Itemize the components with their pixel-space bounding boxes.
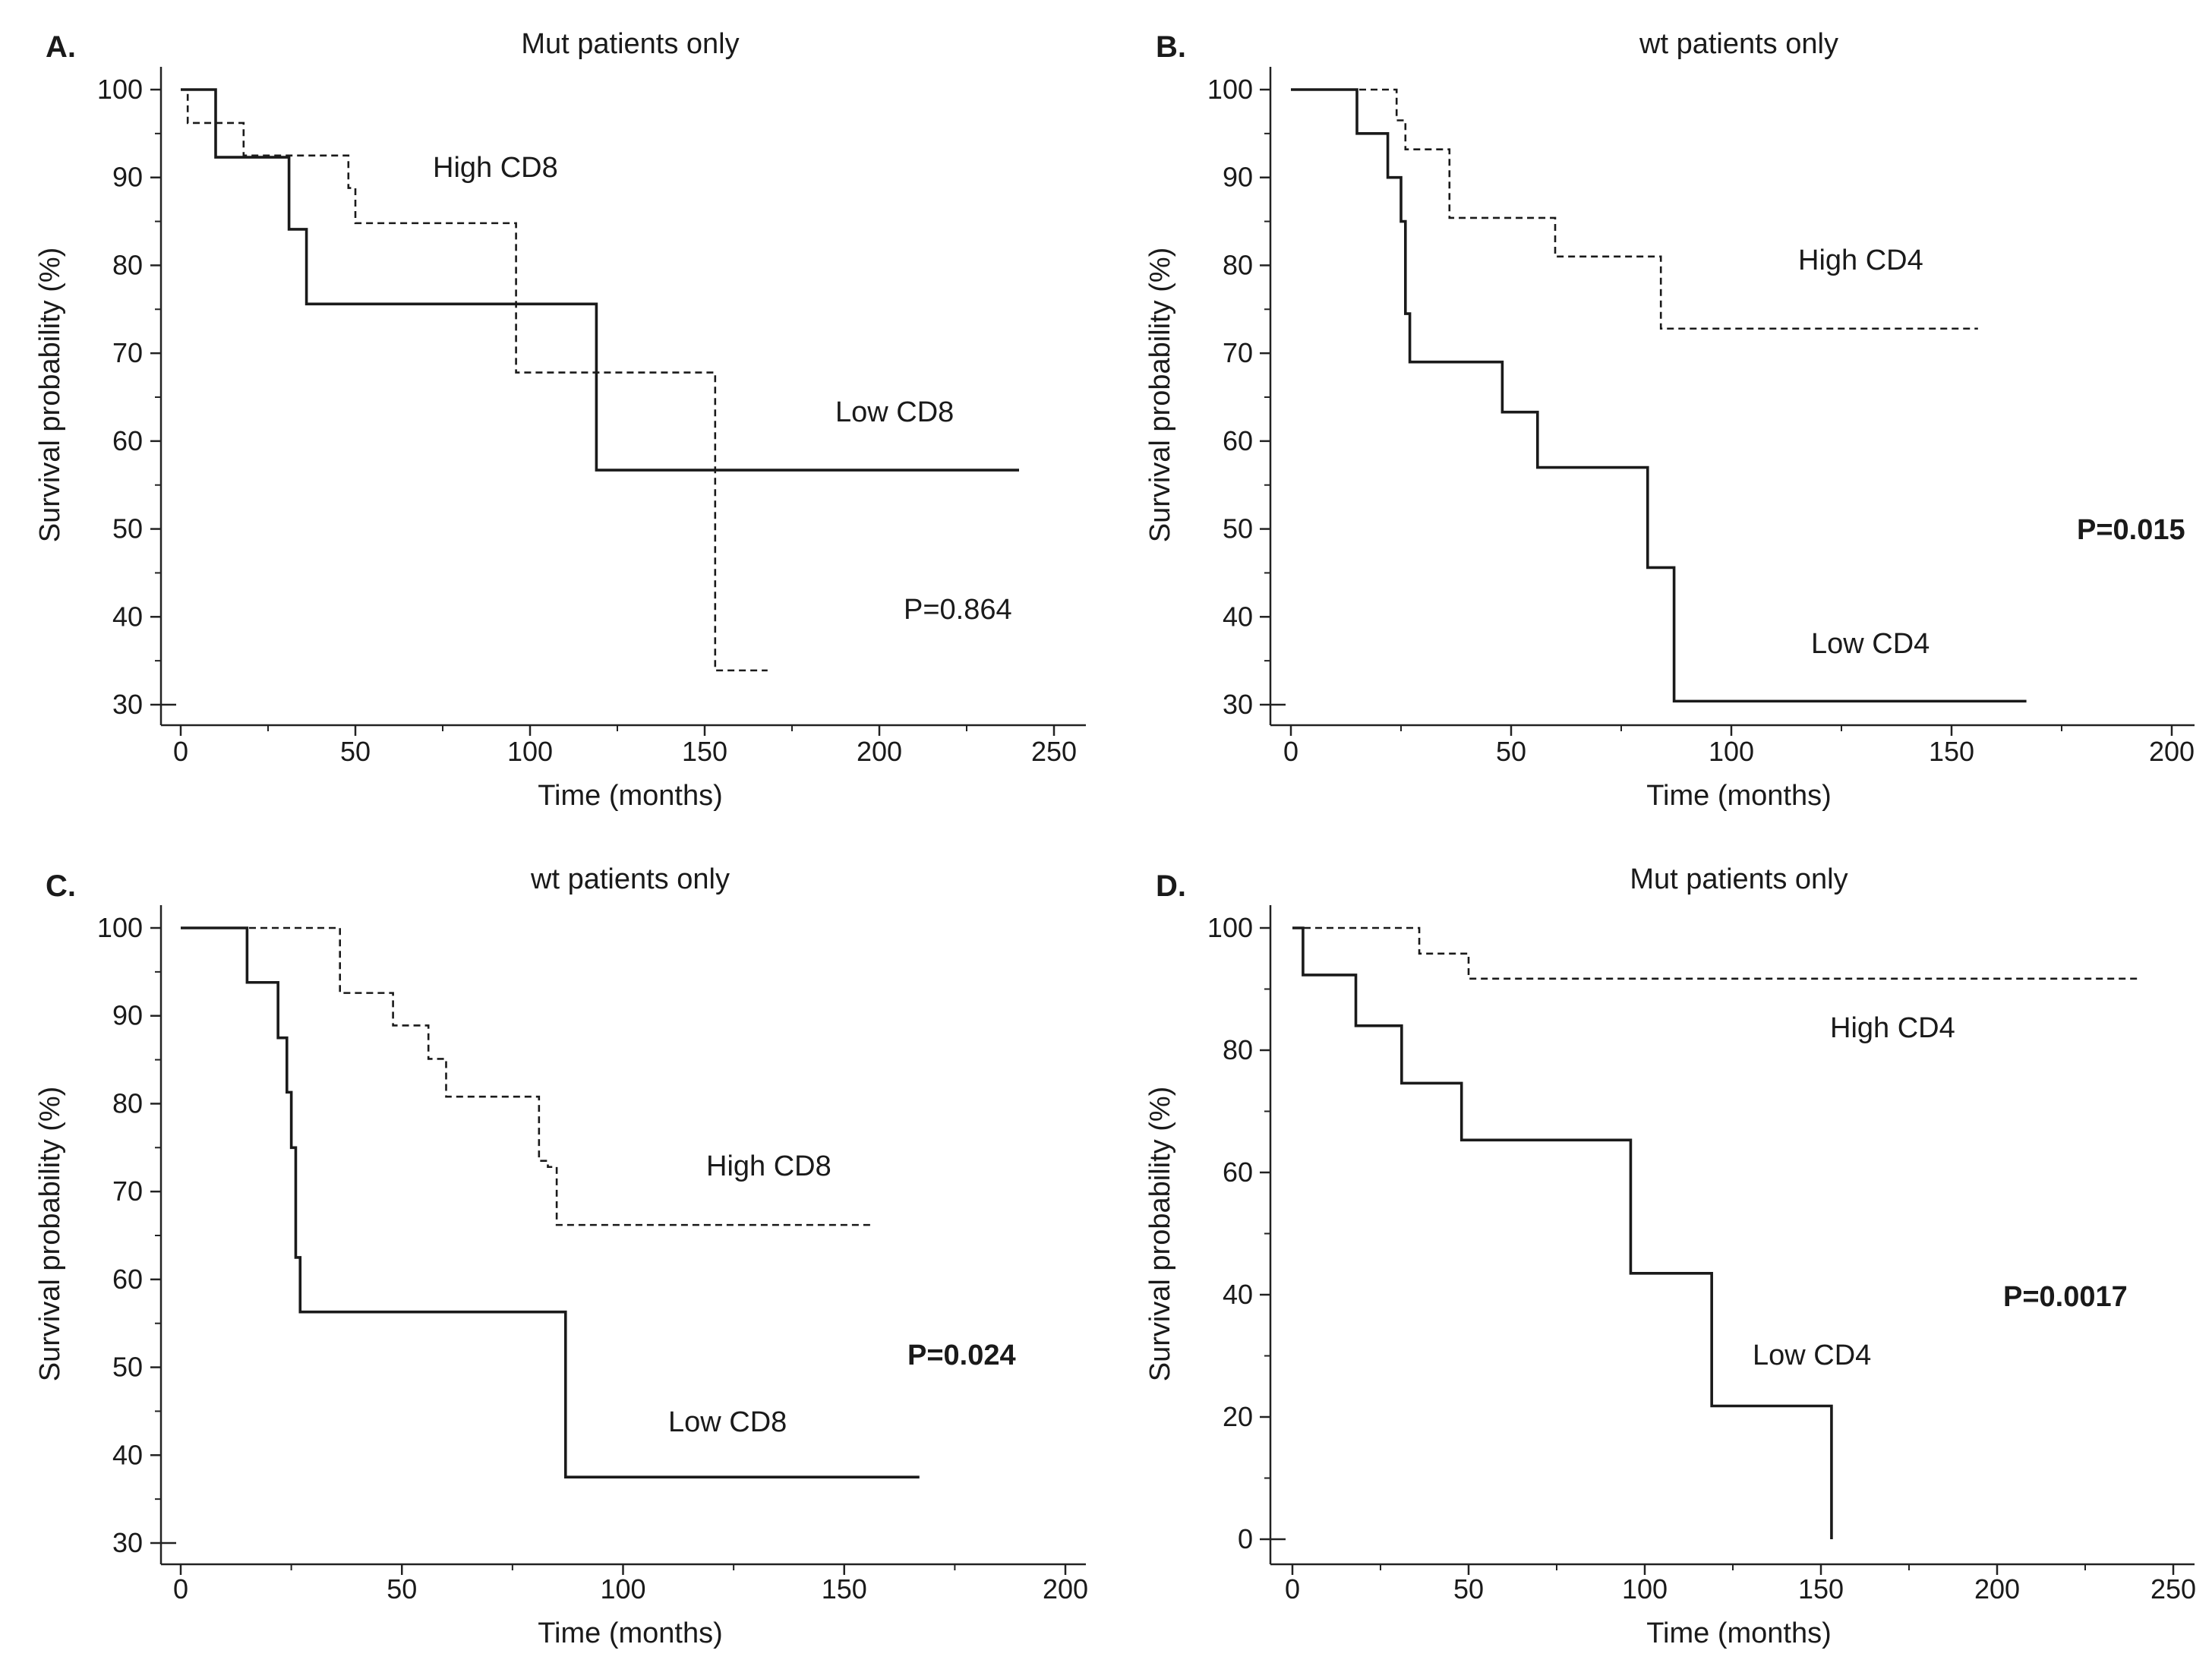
x-tick-label: 200 bbox=[1974, 1573, 2020, 1605]
chart-title: wt patients only bbox=[530, 863, 730, 895]
x-tick-label: 150 bbox=[822, 1573, 867, 1605]
x-tick-label: 150 bbox=[1798, 1573, 1844, 1605]
panel-letter: C. bbox=[46, 869, 76, 903]
x-tick-label: 200 bbox=[857, 736, 902, 767]
y-tick-label: 60 bbox=[112, 1264, 143, 1295]
y-tick-label: 90 bbox=[1223, 162, 1253, 193]
x-axis-label: Time (months) bbox=[1646, 1617, 1832, 1649]
y-tick-label: 90 bbox=[112, 162, 143, 193]
series-label-high-cd4: High CD4 bbox=[1830, 1012, 1955, 1044]
y-tick-label: 30 bbox=[1223, 689, 1253, 720]
x-tick-label: 200 bbox=[2149, 736, 2195, 767]
y-tick-label: 30 bbox=[112, 689, 143, 720]
y-tick-label: 90 bbox=[112, 1000, 143, 1031]
y-tick-label: 70 bbox=[1223, 337, 1253, 368]
series-high-cd8-curve bbox=[181, 926, 871, 1226]
x-tick-label: 150 bbox=[682, 736, 727, 767]
x-tick-label: 100 bbox=[1622, 1573, 1668, 1605]
series-low-cd8-curve bbox=[181, 88, 1019, 472]
y-tick-label: 80 bbox=[112, 249, 143, 280]
panel-a: A. Mut patients only 30 40 50 60 70 80 90 100 0 50 1… bbox=[34, 28, 1086, 812]
panel-letter: D. bbox=[1156, 869, 1186, 903]
x-axis-label: Time (months) bbox=[538, 780, 723, 812]
series-low-cd8-curve bbox=[181, 926, 920, 1479]
x-tick-label: 50 bbox=[1453, 1573, 1484, 1605]
x-tick-label: 0 bbox=[173, 736, 188, 767]
panel-d: D. Mut patients only 0 20 40 60 80 100 0 50 100 150… bbox=[1144, 863, 2196, 1649]
y-tick-label: 80 bbox=[112, 1087, 143, 1119]
y-tick-label: 40 bbox=[1223, 601, 1253, 632]
x-tick-label: 50 bbox=[387, 1573, 417, 1605]
y-tick-label: 60 bbox=[1223, 1157, 1253, 1188]
p-value: P=0.864 bbox=[904, 594, 1012, 626]
panel-c: C. wt patients only 30 40 50 60 70 80 90 100 0 50 10… bbox=[34, 863, 1088, 1649]
y-tick-label: 80 bbox=[1223, 249, 1253, 280]
y-tick-label: 60 bbox=[1223, 425, 1253, 456]
series-high-cd4-curve bbox=[1292, 926, 2138, 980]
x-tick-label: 250 bbox=[2150, 1573, 2196, 1605]
series-label-high-cd8: High CD8 bbox=[706, 1150, 831, 1182]
y-axis-label: Survival probability (%) bbox=[34, 248, 66, 543]
p-value: P=0.0017 bbox=[2003, 1281, 2128, 1313]
panel-b: B. wt patients only 30 40 50 60 70 80 90 100 0 50 10… bbox=[1144, 28, 2195, 812]
y-axis-label: Survival probability (%) bbox=[34, 1087, 66, 1382]
y-axis-label: Survival probability (%) bbox=[1144, 248, 1176, 543]
y-tick-label: 0 bbox=[1238, 1523, 1253, 1554]
y-tick-label: 50 bbox=[1223, 513, 1253, 544]
x-tick-label: 100 bbox=[1709, 736, 1754, 767]
series-label-low-cd4: Low CD4 bbox=[1753, 1340, 1871, 1371]
y-tick-label: 40 bbox=[112, 1439, 143, 1470]
series-low-cd4-curve bbox=[1292, 926, 1833, 1539]
series-label-high-cd4: High CD4 bbox=[1798, 245, 1923, 276]
x-tick-label: 0 bbox=[1285, 1573, 1300, 1605]
panel-letter: B. bbox=[1156, 30, 1186, 64]
y-tick-label: 100 bbox=[97, 912, 143, 943]
chart-title: Mut patients only bbox=[1630, 863, 1848, 895]
y-tick-label: 70 bbox=[112, 1175, 143, 1207]
y-tick-label: 20 bbox=[1223, 1401, 1253, 1432]
x-axis-label: Time (months) bbox=[1646, 780, 1832, 812]
x-tick-label: 0 bbox=[1283, 736, 1298, 767]
x-tick-label: 150 bbox=[1929, 736, 1974, 767]
p-value: P=0.015 bbox=[2077, 514, 2185, 546]
series-low-cd4-curve bbox=[1291, 88, 2027, 703]
y-tick-label: 40 bbox=[112, 601, 143, 632]
chart-title: Mut patients only bbox=[521, 28, 739, 60]
y-tick-label: 80 bbox=[1223, 1034, 1253, 1065]
x-tick-label: 100 bbox=[600, 1573, 645, 1605]
y-tick-label: 30 bbox=[112, 1527, 143, 1558]
p-value: P=0.024 bbox=[907, 1340, 1016, 1371]
y-tick-label: 100 bbox=[1207, 74, 1253, 105]
y-tick-label: 100 bbox=[97, 74, 143, 105]
x-axis-label: Time (months) bbox=[538, 1617, 723, 1649]
x-tick-label: 0 bbox=[173, 1573, 188, 1605]
series-label-low-cd8: Low CD8 bbox=[668, 1406, 787, 1438]
series-label-low-cd8: Low CD8 bbox=[835, 396, 954, 428]
chart-title: wt patients only bbox=[1639, 28, 1838, 60]
y-axis-label: Survival probability (%) bbox=[1144, 1087, 1176, 1382]
x-tick-label: 50 bbox=[1496, 736, 1526, 767]
y-tick-label: 100 bbox=[1207, 912, 1253, 943]
x-tick-label: 100 bbox=[507, 736, 553, 767]
series-label-high-cd8: High CD8 bbox=[433, 152, 558, 184]
y-tick-label: 40 bbox=[1223, 1279, 1253, 1310]
x-tick-label: 200 bbox=[1043, 1573, 1088, 1605]
x-tick-label: 50 bbox=[340, 736, 371, 767]
series-high-cd8-curve bbox=[181, 88, 768, 672]
series-high-cd4-curve bbox=[1291, 88, 1978, 330]
y-tick-label: 50 bbox=[112, 1352, 143, 1383]
panel-letter: A. bbox=[46, 30, 76, 64]
x-tick-label: 250 bbox=[1031, 736, 1077, 767]
y-tick-label: 60 bbox=[112, 425, 143, 456]
series-label-low-cd4: Low CD4 bbox=[1811, 628, 1930, 660]
y-tick-label: 50 bbox=[112, 513, 143, 544]
y-tick-label: 70 bbox=[112, 337, 143, 368]
